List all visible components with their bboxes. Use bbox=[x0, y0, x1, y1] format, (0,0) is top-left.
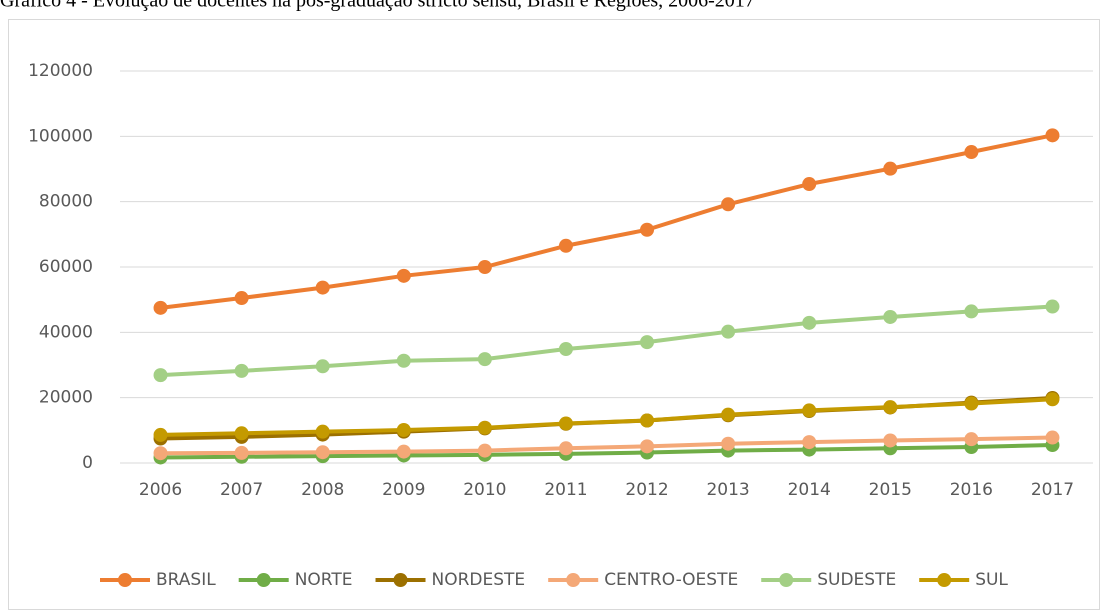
point bbox=[558, 238, 573, 253]
point bbox=[315, 445, 330, 460]
x-tick-label: 2011 bbox=[544, 480, 587, 500]
point bbox=[234, 291, 249, 306]
point bbox=[315, 359, 330, 374]
point bbox=[396, 444, 411, 459]
point bbox=[477, 352, 492, 367]
point bbox=[883, 433, 898, 448]
point bbox=[558, 341, 573, 356]
point bbox=[721, 407, 736, 422]
point bbox=[883, 309, 898, 324]
chart-title: Gráfico 4 - Evolução de docentes na pós-… bbox=[0, 0, 755, 12]
point bbox=[721, 324, 736, 339]
x-tick-label: 2014 bbox=[788, 480, 831, 500]
point bbox=[1045, 299, 1060, 314]
series-line bbox=[160, 443, 1053, 460]
point bbox=[964, 432, 979, 447]
point bbox=[153, 427, 168, 442]
x-tick-label: 2010 bbox=[463, 480, 506, 500]
chart-border bbox=[8, 19, 1100, 610]
point bbox=[153, 446, 168, 461]
point bbox=[315, 280, 330, 295]
series-line bbox=[160, 435, 1053, 456]
point bbox=[721, 436, 736, 451]
point bbox=[883, 400, 898, 415]
legend-label: SUL bbox=[975, 570, 1008, 590]
legend-label: NORTE bbox=[295, 570, 353, 590]
point bbox=[234, 426, 249, 441]
y-tick-label: 60000 bbox=[39, 257, 93, 277]
point bbox=[802, 177, 817, 192]
point bbox=[640, 335, 655, 350]
legend-marker bbox=[779, 573, 794, 587]
point bbox=[396, 268, 411, 283]
x-tick-label: 2016 bbox=[950, 480, 993, 500]
y-tick-label: 100000 bbox=[28, 126, 93, 146]
legend-marker bbox=[118, 573, 132, 587]
point bbox=[234, 363, 249, 378]
point bbox=[883, 161, 898, 176]
point bbox=[153, 368, 168, 383]
point bbox=[802, 435, 817, 450]
point bbox=[558, 441, 573, 456]
x-tick-label: 2013 bbox=[706, 480, 749, 500]
legend-label: CENTRO-OESTE bbox=[604, 570, 738, 590]
legend-label: NORDESTE bbox=[432, 570, 526, 590]
point bbox=[153, 300, 168, 315]
y-tick-label: 20000 bbox=[39, 388, 93, 408]
point bbox=[234, 445, 249, 460]
point bbox=[315, 424, 330, 439]
point bbox=[477, 260, 492, 274]
legend-marker bbox=[393, 573, 408, 587]
y-tick-label: 120000 bbox=[28, 61, 93, 81]
series-line bbox=[160, 397, 1053, 437]
series-line bbox=[160, 133, 1053, 310]
y-tick-label: 40000 bbox=[39, 322, 93, 342]
legend-label: SUDESTE bbox=[817, 570, 896, 590]
x-tick-label: 2012 bbox=[625, 480, 668, 500]
point bbox=[640, 439, 655, 454]
point bbox=[396, 423, 411, 438]
legend-marker bbox=[566, 573, 581, 587]
x-tick-label: 2015 bbox=[869, 480, 912, 500]
legend-marker bbox=[256, 573, 271, 587]
y-tick-label: 0 bbox=[82, 453, 93, 473]
point bbox=[802, 403, 817, 418]
point bbox=[964, 396, 979, 411]
x-tick-label: 2006 bbox=[139, 480, 182, 500]
point bbox=[640, 222, 655, 237]
point bbox=[640, 413, 655, 428]
point bbox=[1045, 128, 1060, 143]
point bbox=[1045, 392, 1060, 407]
legend-marker bbox=[937, 573, 952, 587]
point bbox=[721, 197, 736, 212]
point bbox=[802, 315, 817, 330]
point bbox=[1045, 430, 1060, 445]
x-tick-label: 2009 bbox=[382, 480, 425, 500]
legend-label: BRASIL bbox=[156, 570, 216, 590]
point bbox=[477, 420, 492, 435]
y-tick-label: 80000 bbox=[39, 192, 93, 212]
point bbox=[477, 443, 492, 458]
point bbox=[396, 353, 411, 368]
x-tick-label: 2017 bbox=[1031, 480, 1074, 500]
point bbox=[964, 145, 979, 160]
x-tick-label: 2008 bbox=[301, 480, 344, 500]
x-tick-label: 2007 bbox=[220, 480, 263, 500]
point bbox=[964, 304, 979, 319]
point bbox=[558, 416, 573, 431]
series-line bbox=[160, 304, 1053, 378]
